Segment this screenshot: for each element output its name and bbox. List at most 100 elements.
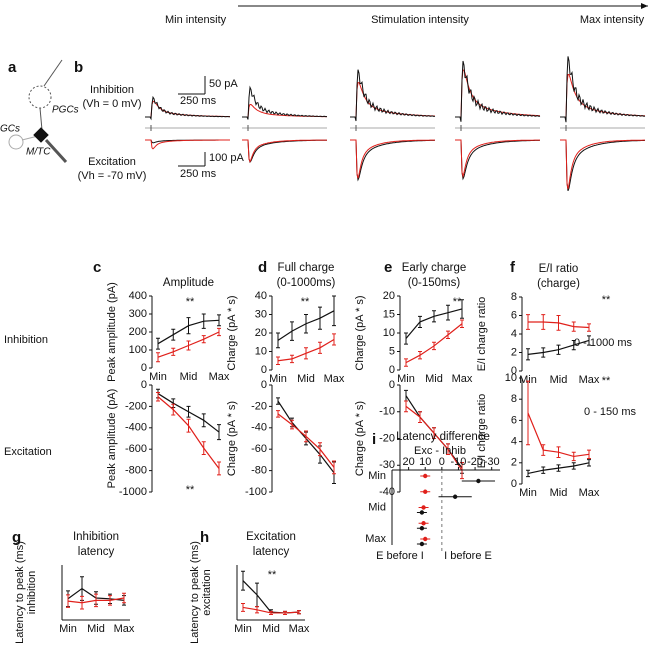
y-tick-label: -40 <box>251 422 267 434</box>
panel-letter: e <box>384 259 392 276</box>
y-tick-label: 0 <box>389 379 395 391</box>
y-tick-label: 0 <box>389 364 395 376</box>
scale-label: 250 ms <box>180 168 217 180</box>
panel-letter: i <box>372 431 376 448</box>
y-tick-label: -1000 <box>119 486 147 498</box>
error-bar <box>186 418 191 433</box>
error-bar <box>217 327 221 337</box>
inh-vh: (Vh = 0 mV) <box>83 98 142 110</box>
gc-label: GCs <box>0 124 20 135</box>
exc-trace <box>560 139 645 190</box>
error-bar <box>418 411 422 423</box>
error-bar <box>171 328 176 341</box>
error-bar <box>201 441 206 456</box>
x-tick-label: Mid <box>180 371 198 383</box>
error-bar <box>526 348 530 361</box>
y-tick-label: 10 <box>505 372 517 384</box>
chart-title: Latency difference <box>396 431 490 443</box>
error-bar <box>108 595 112 606</box>
y-tick-label: 4 <box>511 328 517 340</box>
error-bar <box>332 295 336 327</box>
point <box>419 526 425 531</box>
error-bar <box>276 397 280 405</box>
x-tick-label: Min <box>269 373 287 385</box>
x-tick-label: Mid <box>297 373 315 385</box>
error-bar <box>201 335 206 344</box>
error-bar <box>217 424 221 441</box>
x-tick-label: Max <box>579 374 600 386</box>
panel-letter: b <box>74 59 83 76</box>
error-bar <box>541 314 546 330</box>
y-tick-label: -200 <box>125 400 147 412</box>
error-bar <box>541 444 546 456</box>
series-line <box>242 580 300 614</box>
error-bar <box>526 380 530 446</box>
y-tick-label: 0 <box>511 478 517 490</box>
x-tick-label: Max <box>579 487 600 499</box>
y-tick-label: 5 <box>389 345 395 357</box>
x-tick-label: 0 <box>439 456 445 468</box>
y-tick-label: 300 <box>129 308 147 320</box>
error-bar <box>432 310 436 323</box>
error-bar <box>556 464 561 472</box>
point <box>421 505 426 510</box>
error-bar <box>418 315 422 328</box>
panel-letter: a <box>8 59 17 76</box>
x-tick-label: Min <box>397 373 415 385</box>
x-tick-label: Mid <box>87 623 105 635</box>
error-bar <box>571 451 576 462</box>
exc-trace <box>560 139 646 191</box>
error-bar <box>290 354 294 364</box>
exc-trace <box>242 139 327 163</box>
annotation: ** <box>268 569 277 581</box>
y-tick-label: 0 <box>261 379 267 391</box>
inh-trace <box>350 69 436 122</box>
annotation: I before E <box>444 550 492 562</box>
scale-label: 250 ms <box>180 95 217 107</box>
y-axis-label: Latency to peak (ms) <box>189 541 201 644</box>
chart-title: Excitation <box>246 531 296 543</box>
x-tick-label: 10 <box>419 456 431 468</box>
y-tick-label: 8 <box>511 393 517 405</box>
exc-trace <box>145 139 230 150</box>
y-tick-label: 30 <box>255 308 267 320</box>
y-tick-label: 20 <box>383 290 395 302</box>
annotation: ** <box>301 296 310 308</box>
error-bar <box>446 304 450 321</box>
panel-letter: g <box>12 529 21 546</box>
error-bar <box>276 332 280 349</box>
y-tick-label: -30 <box>379 459 395 471</box>
y-tick-label: 0 <box>261 364 267 376</box>
scale-label: 100 pA <box>209 152 245 164</box>
error-bar <box>171 403 176 416</box>
y-tick-label: -400 <box>125 422 147 434</box>
annotation: ** <box>602 375 611 387</box>
exc-label: Excitation <box>88 156 136 168</box>
x-tick-label: Min <box>519 487 537 499</box>
y-axis-label: Charge (pA * s) <box>354 401 366 476</box>
error-bar <box>446 330 450 340</box>
error-bar <box>432 427 436 439</box>
chart-title: Inhibition <box>73 531 119 543</box>
y-axis-label: Latency to peak (ms) <box>14 541 26 644</box>
y-tick-label: 8 <box>511 291 517 303</box>
error-bar <box>217 314 221 327</box>
error-bar <box>587 449 591 460</box>
error-bar <box>290 321 294 341</box>
y-axis-label: inhibition <box>26 571 38 614</box>
header-min: Min intensity <box>165 14 227 26</box>
error-bar <box>332 333 336 346</box>
x-tick-label: 20 <box>402 456 414 468</box>
error-bar <box>571 339 576 351</box>
error-bar <box>587 335 591 346</box>
y-tick-label: 0 <box>511 365 517 377</box>
y-tick-label: 6 <box>511 309 517 321</box>
x-tick-label: Mid <box>550 487 568 499</box>
chart-subtitle: latency <box>253 546 290 558</box>
point <box>423 536 428 542</box>
arrow-head <box>641 3 648 9</box>
y-tick-label: 400 <box>129 290 147 302</box>
annotation: ** <box>602 294 611 306</box>
inh-trace <box>145 95 231 121</box>
error-bar <box>186 340 191 351</box>
